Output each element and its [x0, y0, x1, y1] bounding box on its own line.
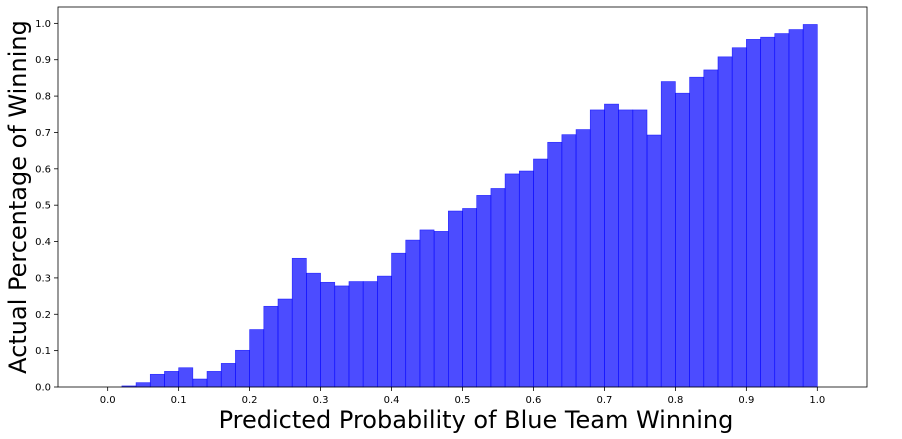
histogram-bar [433, 231, 449, 388]
histogram-bar [632, 109, 648, 388]
histogram-bar [504, 173, 520, 388]
y-tick-label: 0.3 [35, 273, 51, 284]
y-tick-label: 0.8 [35, 92, 51, 103]
histogram-bar [746, 39, 761, 388]
y-tick-label: 0.2 [35, 310, 51, 321]
x-tick-label: 0.6 [526, 395, 542, 406]
histogram-bar [675, 92, 690, 388]
x-tick-label: 0.9 [738, 395, 754, 406]
x-tick-label: 0.2 [242, 395, 258, 406]
histogram-bar [760, 36, 776, 388]
histogram-bar [419, 229, 435, 388]
histogram-bar [220, 363, 236, 388]
histogram-bar [164, 371, 179, 388]
histogram-bar [703, 69, 719, 388]
histogram-bar [476, 195, 492, 388]
histogram-bar [518, 170, 534, 388]
histogram-bar [306, 272, 321, 388]
x-tick-label: 0.5 [455, 395, 471, 406]
histogram-bar [660, 81, 676, 388]
histogram-bar [235, 349, 250, 388]
bars-group [121, 24, 818, 388]
histogram-bar [448, 210, 463, 388]
y-tick-label: 0.6 [35, 164, 51, 175]
histogram-bar [774, 33, 790, 388]
histogram-bar [533, 158, 548, 388]
histogram-bar [717, 56, 733, 388]
y-tick-label: 0.4 [35, 237, 51, 248]
x-tick-label: 0.7 [596, 395, 612, 406]
histogram-bar [689, 76, 705, 388]
x-tick-label: 0.4 [384, 395, 400, 406]
x-tick-label: 0.3 [313, 395, 329, 406]
y-tick-label: 0.9 [35, 55, 51, 66]
y-axis-ticks: 0.0 0.1 0.2 0.3 0.4 0.5 0.6 0.7 0.8 0.9 1.0 [35, 19, 58, 394]
x-axis-label: Predicted Probability of Blue Team Winni… [219, 406, 734, 434]
histogram-bar [405, 239, 421, 388]
x-tick-label: 1.0 [809, 395, 825, 406]
y-tick-label: 1.0 [35, 19, 51, 30]
histogram-bar [377, 275, 392, 388]
histogram-bar [149, 373, 165, 388]
histogram-bar [277, 298, 293, 388]
histogram-bar [788, 29, 804, 388]
y-tick-label: 0.5 [35, 201, 51, 212]
histogram-bar [731, 47, 747, 388]
y-axis-label: Actual Percentage of Winning [4, 20, 32, 374]
y-tick-label: 0.0 [35, 383, 51, 394]
histogram-bar [618, 109, 634, 388]
histogram-bar [561, 134, 577, 388]
histogram-bar [249, 329, 265, 388]
y-tick-label: 0.7 [35, 128, 51, 139]
x-tick-label: 0.1 [171, 395, 187, 406]
histogram-bar [362, 281, 378, 388]
histogram-bar [589, 109, 605, 388]
histogram-bar [348, 281, 364, 388]
x-axis-ticks: 0.0 0.1 0.2 0.3 0.4 0.5 0.6 0.7 0.8 0.9 1.0 [100, 387, 825, 406]
histogram-bar [192, 378, 208, 388]
histogram-bar [263, 305, 279, 388]
x-tick-label: 0.0 [100, 395, 116, 406]
histogram-bar [604, 103, 619, 388]
histogram-bar [291, 257, 307, 388]
histogram-bar [547, 141, 563, 388]
x-tick-label: 0.8 [667, 395, 683, 406]
histogram-bar [334, 285, 350, 388]
histogram-bar [802, 24, 818, 388]
histogram-bar [646, 134, 662, 388]
histogram-bar [462, 208, 477, 388]
histogram-bar [490, 188, 506, 388]
histogram-bar [206, 371, 222, 388]
histogram-bar [320, 281, 336, 388]
y-tick-label: 0.1 [35, 346, 51, 357]
histogram-bar [178, 367, 194, 388]
histogram-bar [575, 129, 591, 388]
histogram-bar [391, 252, 407, 388]
histogram-bar [135, 382, 151, 388]
